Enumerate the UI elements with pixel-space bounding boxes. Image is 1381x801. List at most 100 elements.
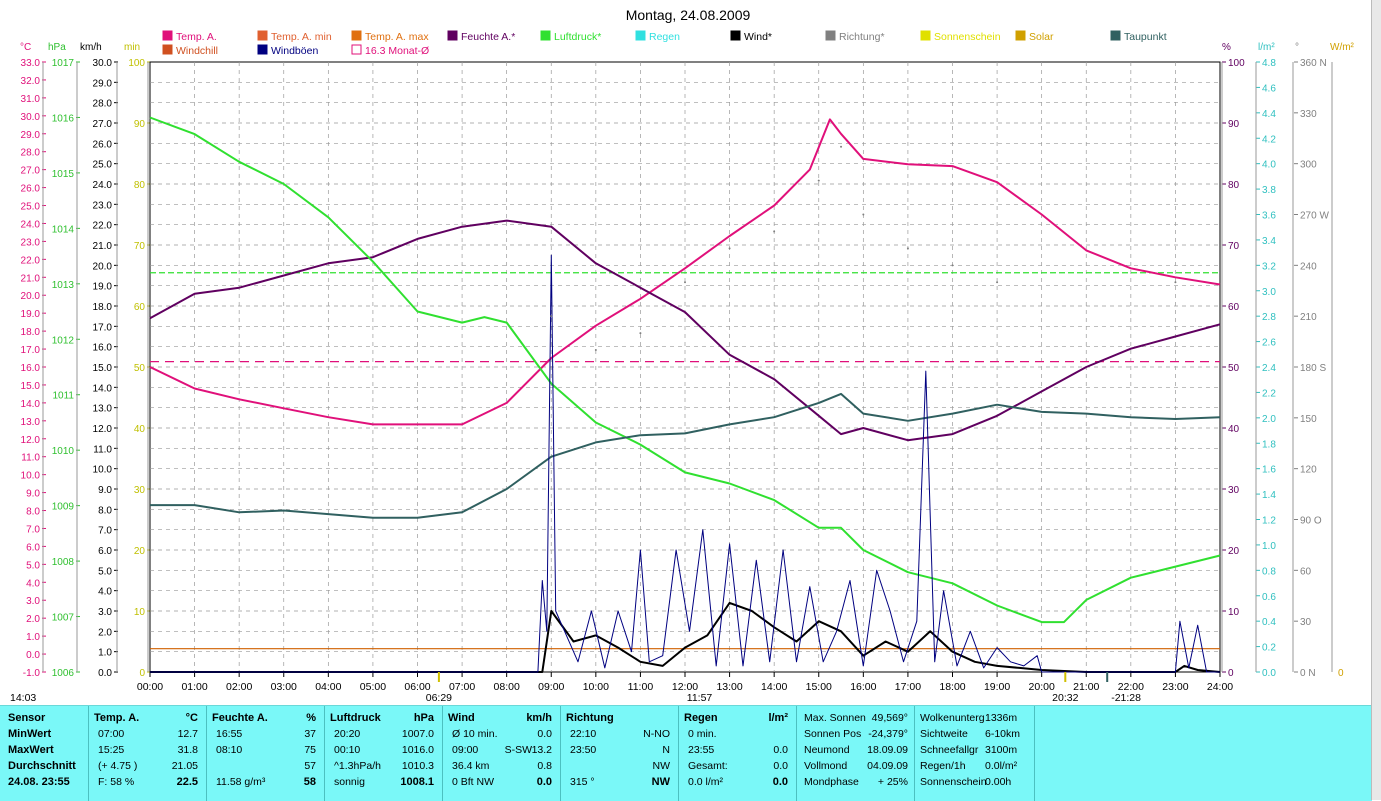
wind-row-label: 0 Bft NW xyxy=(452,776,495,788)
extra-row-label: Sichtweite xyxy=(920,728,968,740)
temp-row-label: (+ 4.75 ) xyxy=(98,760,138,772)
humidity-tick: 90 xyxy=(1228,119,1240,130)
legend-label: Windchill xyxy=(176,45,218,57)
rain-row-label: Gesamt: xyxy=(688,760,728,772)
legend-swatch xyxy=(351,44,362,55)
temp-tick: 28.0 xyxy=(21,148,41,159)
wind-row-value: 0.0 xyxy=(537,728,552,740)
humidity-tick: 70 xyxy=(1228,241,1240,252)
temp-tick: 30.0 xyxy=(21,112,41,123)
wind-row-label: 36.4 km xyxy=(452,760,490,772)
speed-tick: 9.0 xyxy=(98,485,112,496)
time-tick: 01:00 xyxy=(181,681,207,693)
rain-tick: 2.8 xyxy=(1262,312,1276,323)
time-tick: 19:00 xyxy=(984,681,1010,693)
legend-swatch xyxy=(825,30,836,41)
sensor-row-label: MaxWert xyxy=(8,744,54,756)
time-tick: 06:00 xyxy=(404,681,430,693)
time-tick: 03:00 xyxy=(271,681,297,693)
pressure-tick: 1013 xyxy=(52,280,75,291)
legend-swatch xyxy=(162,44,173,55)
wind-row-value: 0.0 xyxy=(536,776,552,788)
rain-tick: 4.4 xyxy=(1262,109,1276,120)
humidity-tick: 50 xyxy=(1228,363,1240,374)
temp-tick: 4.0 xyxy=(26,578,40,589)
time-tick: 22:00 xyxy=(1118,681,1144,693)
sensor-header: Sensor xyxy=(8,712,46,724)
rain-tick: 1.8 xyxy=(1262,439,1276,450)
temp-tick: 11.0 xyxy=(21,453,40,464)
legend-swatch xyxy=(1015,30,1026,41)
direction-tick: 330 xyxy=(1300,109,1317,120)
series-line-taupunkt xyxy=(150,392,1221,519)
temp-row-label: F: 58 % xyxy=(98,776,135,788)
sensor-row-label: MinWert xyxy=(8,728,52,740)
pressure-tick: 1016 xyxy=(52,113,75,124)
panel-column xyxy=(796,706,915,801)
direction-tick: 300 xyxy=(1300,160,1317,171)
wind-row-mid: S-SW xyxy=(504,744,532,756)
rain-tick: 4.2 xyxy=(1262,134,1276,145)
pressure-row-label: 20:20 xyxy=(334,728,361,740)
time-tick: 00:00 xyxy=(137,681,163,693)
temp-tick: 25.0 xyxy=(21,202,41,213)
speed-tick: 8.0 xyxy=(98,505,112,516)
rain-tick: 0.8 xyxy=(1262,566,1276,577)
temp-row-value: 12.7 xyxy=(177,728,198,740)
legend-label: Richtung* xyxy=(839,31,885,43)
vertical-scrollbar[interactable] xyxy=(1371,0,1381,800)
legend-swatch xyxy=(1110,30,1121,41)
extra-row-value: 0.0l/m² xyxy=(985,760,1018,772)
temp-tick: 5.0 xyxy=(26,560,40,571)
speed-tick: 19.0 xyxy=(93,282,113,293)
current-time-label: 14:03 xyxy=(10,692,36,704)
axis-unit-labels: °C hPa km/h min% l/m² ° W/m² xyxy=(20,42,1355,53)
legend-swatch xyxy=(730,30,741,41)
rain-tick: 2.6 xyxy=(1262,338,1276,349)
direction-point xyxy=(906,247,909,250)
chart-legend: Temp. A. Windchill Temp. A. min Windböen Tem… xyxy=(162,30,1167,57)
chart-axes: 33.0 32.0 31.0 30.0 29.0 28.0 27.0 26.0 25.0 24.0… xyxy=(21,58,1344,693)
astro-row-value: 04.09.09 xyxy=(867,760,908,772)
temp-tick: 8.0 xyxy=(26,507,40,518)
noon-label: 11:57 xyxy=(687,692,713,704)
time-tick: 18:00 xyxy=(939,681,965,693)
temp-tick: 33.0 xyxy=(21,58,41,69)
sunset-label: 20:32 xyxy=(1052,692,1078,704)
direction-row-label: 23:50 xyxy=(570,744,597,756)
humidity-header: Feuchte A. xyxy=(212,712,268,724)
axis-unit: min xyxy=(124,42,140,53)
direction-tick: 60 xyxy=(1300,566,1312,577)
temp-tick: 24.0 xyxy=(21,219,41,230)
axis-unit: °C xyxy=(20,42,31,53)
direction-tick: 180 S xyxy=(1300,363,1326,374)
panel-column xyxy=(324,706,443,801)
direction-point xyxy=(773,230,776,233)
rain-tick: 0.4 xyxy=(1262,617,1276,628)
astro-row-label: Max. Sonnen xyxy=(804,712,866,724)
speed-tick: 16.0 xyxy=(93,343,113,354)
direction-row-label: 22:10 xyxy=(570,728,597,740)
rain-tick: 2.4 xyxy=(1262,363,1276,374)
rain-tick: 3.8 xyxy=(1262,185,1276,196)
direction-tick: 270 W xyxy=(1300,211,1329,222)
temp-tick: -1.0 xyxy=(23,668,41,679)
minutes-tick: 0 xyxy=(139,668,145,679)
speed-tick: 28.0 xyxy=(93,99,113,110)
rain-tick: 0.2 xyxy=(1262,643,1276,654)
speed-tick: 7.0 xyxy=(98,526,112,537)
rain-header: Regen xyxy=(684,712,718,724)
humidity-unit: % xyxy=(306,712,316,724)
extra-row-label: Schneefallgr xyxy=(920,744,979,756)
temp-row-value: 22.5 xyxy=(176,776,198,788)
time-tick: 17:00 xyxy=(895,681,921,693)
speed-tick: 5.0 xyxy=(98,566,112,577)
axis-unit: km/h xyxy=(80,42,102,53)
temp-row-label: 15:25 xyxy=(98,744,125,756)
speed-tick: 27.0 xyxy=(93,119,113,130)
direction-point xyxy=(840,145,843,148)
speed-tick: 13.0 xyxy=(93,404,113,415)
series-line-luftdruck xyxy=(149,116,1221,624)
temp-tick: 6.0 xyxy=(26,542,40,553)
direction-header: Richtung xyxy=(566,712,614,724)
